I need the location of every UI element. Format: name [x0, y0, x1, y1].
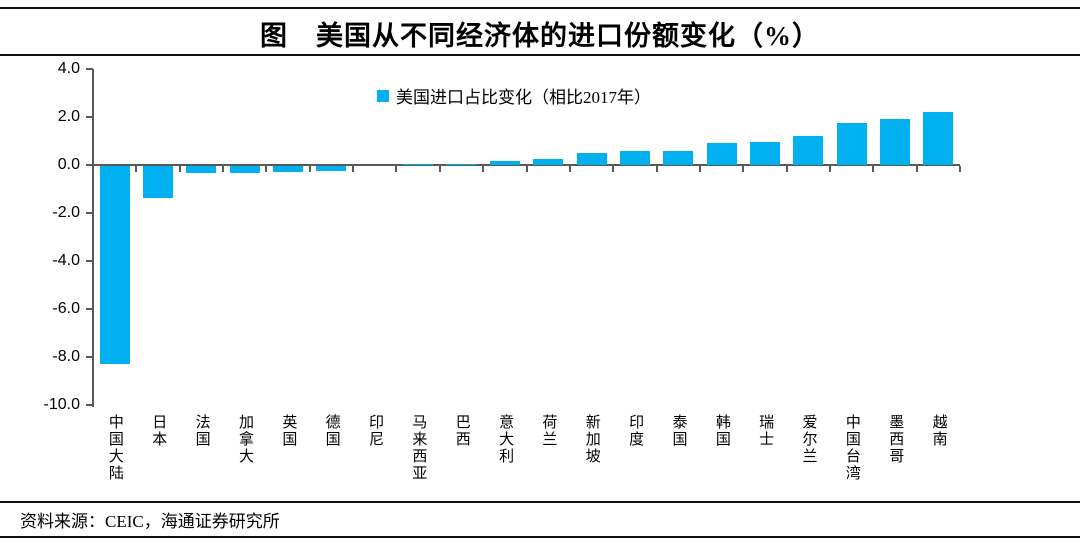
x-axis-category-label: 意大利 — [497, 414, 514, 465]
y-axis-tick-label: 2.0 — [57, 108, 80, 125]
bottom-rule — [0, 536, 1080, 538]
x-axis-category-label: 马来西亚 — [410, 414, 427, 482]
bar — [749, 142, 780, 165]
x-axis-category-label: 越南 — [930, 414, 947, 448]
x-axis-category-label: 中国台湾 — [843, 414, 860, 482]
bar — [836, 123, 867, 165]
x-axis-category-label: 韩国 — [713, 414, 730, 448]
x-axis-category-label: 泰国 — [670, 414, 687, 448]
bar — [186, 166, 217, 173]
y-axis-tick-label: 4.0 — [57, 60, 80, 77]
y-axis-tick-label: -2.0 — [52, 204, 80, 221]
bar — [403, 164, 434, 165]
top-rule — [0, 7, 1080, 9]
bar — [663, 151, 694, 165]
x-axis-category-label: 中国大陆 — [106, 414, 123, 482]
x-axis-tick — [135, 166, 138, 172]
figure-title: 图 美国从不同经济体的进口份额变化（%） — [260, 21, 820, 51]
x-axis-tick — [612, 166, 615, 172]
bar — [143, 166, 174, 198]
legend-label: 美国进口占比变化（相比2017年） — [396, 88, 651, 107]
x-axis-tick — [828, 166, 831, 172]
x-axis-tick — [915, 166, 918, 172]
x-axis-category-label: 印尼 — [367, 414, 384, 448]
y-axis-tick — [86, 212, 93, 214]
bar — [706, 143, 737, 165]
x-axis-tick — [222, 166, 225, 172]
y-axis-tick-label: -4.0 — [52, 252, 80, 269]
x-axis-tick — [352, 166, 355, 172]
y-axis-tick-label: -10.0 — [43, 396, 80, 413]
x-axis-tick — [525, 166, 528, 172]
x-axis-tick — [872, 166, 875, 172]
bar — [446, 164, 477, 165]
x-axis-category-label: 加拿大 — [236, 414, 253, 465]
y-axis-line — [92, 69, 94, 407]
legend: 美国进口占比变化（相比2017年） — [377, 83, 651, 108]
x-axis-tick — [178, 166, 181, 172]
y-axis-tick — [86, 356, 93, 358]
bar — [923, 112, 954, 165]
x-axis-tick — [785, 166, 788, 172]
x-axis-tick — [698, 166, 701, 172]
y-axis-tick-label: -6.0 — [52, 300, 80, 317]
bar — [316, 166, 347, 171]
x-axis-zero-line — [93, 164, 960, 166]
bar — [489, 161, 520, 165]
y-axis-tick — [86, 116, 93, 118]
x-axis-category-label: 德国 — [323, 414, 340, 448]
y-axis-tick — [86, 404, 93, 406]
x-axis-tick — [395, 166, 398, 172]
y-axis-tick — [86, 260, 93, 262]
x-axis-tick — [568, 166, 571, 172]
bar — [576, 153, 607, 165]
y-axis-tick — [86, 68, 93, 70]
x-axis-category-label: 印度 — [627, 414, 644, 448]
x-axis-category-label: 法国 — [193, 414, 210, 448]
x-axis-category-label: 荷兰 — [540, 414, 557, 448]
x-axis-category-label: 爱尔兰 — [800, 414, 817, 465]
bar — [533, 159, 564, 165]
x-axis-tick — [308, 166, 311, 172]
bar — [273, 166, 304, 172]
legend-swatch-icon — [377, 89, 389, 102]
x-axis-category-label: 墨西哥 — [887, 414, 904, 465]
y-axis-tick-label: 0.0 — [57, 156, 80, 173]
y-axis-tick — [86, 164, 93, 166]
x-axis-category-label: 日本 — [150, 414, 167, 448]
title-rule — [0, 54, 1080, 56]
bar — [229, 166, 260, 173]
y-axis-tick-label: -8.0 — [52, 348, 80, 365]
bar — [99, 166, 130, 364]
x-axis-tick — [265, 166, 268, 172]
x-axis-tick — [92, 166, 94, 172]
bar — [793, 136, 824, 165]
x-axis-category-label: 瑞士 — [757, 414, 774, 448]
y-axis-tick — [86, 308, 93, 310]
x-axis-tick — [482, 166, 485, 172]
source-note: 资料来源：CEIC，海通证券研究所 — [20, 512, 280, 531]
x-axis-tick — [438, 166, 441, 172]
x-axis-tick — [742, 166, 745, 172]
x-axis-tick — [655, 166, 658, 172]
source-rule — [0, 501, 1080, 503]
x-axis-tick — [959, 166, 961, 172]
x-axis-category-label: 新加坡 — [583, 414, 600, 465]
bar — [619, 151, 650, 165]
x-axis-category-label: 巴西 — [453, 414, 470, 448]
bar — [879, 119, 910, 165]
x-axis-category-label: 英国 — [280, 414, 297, 448]
